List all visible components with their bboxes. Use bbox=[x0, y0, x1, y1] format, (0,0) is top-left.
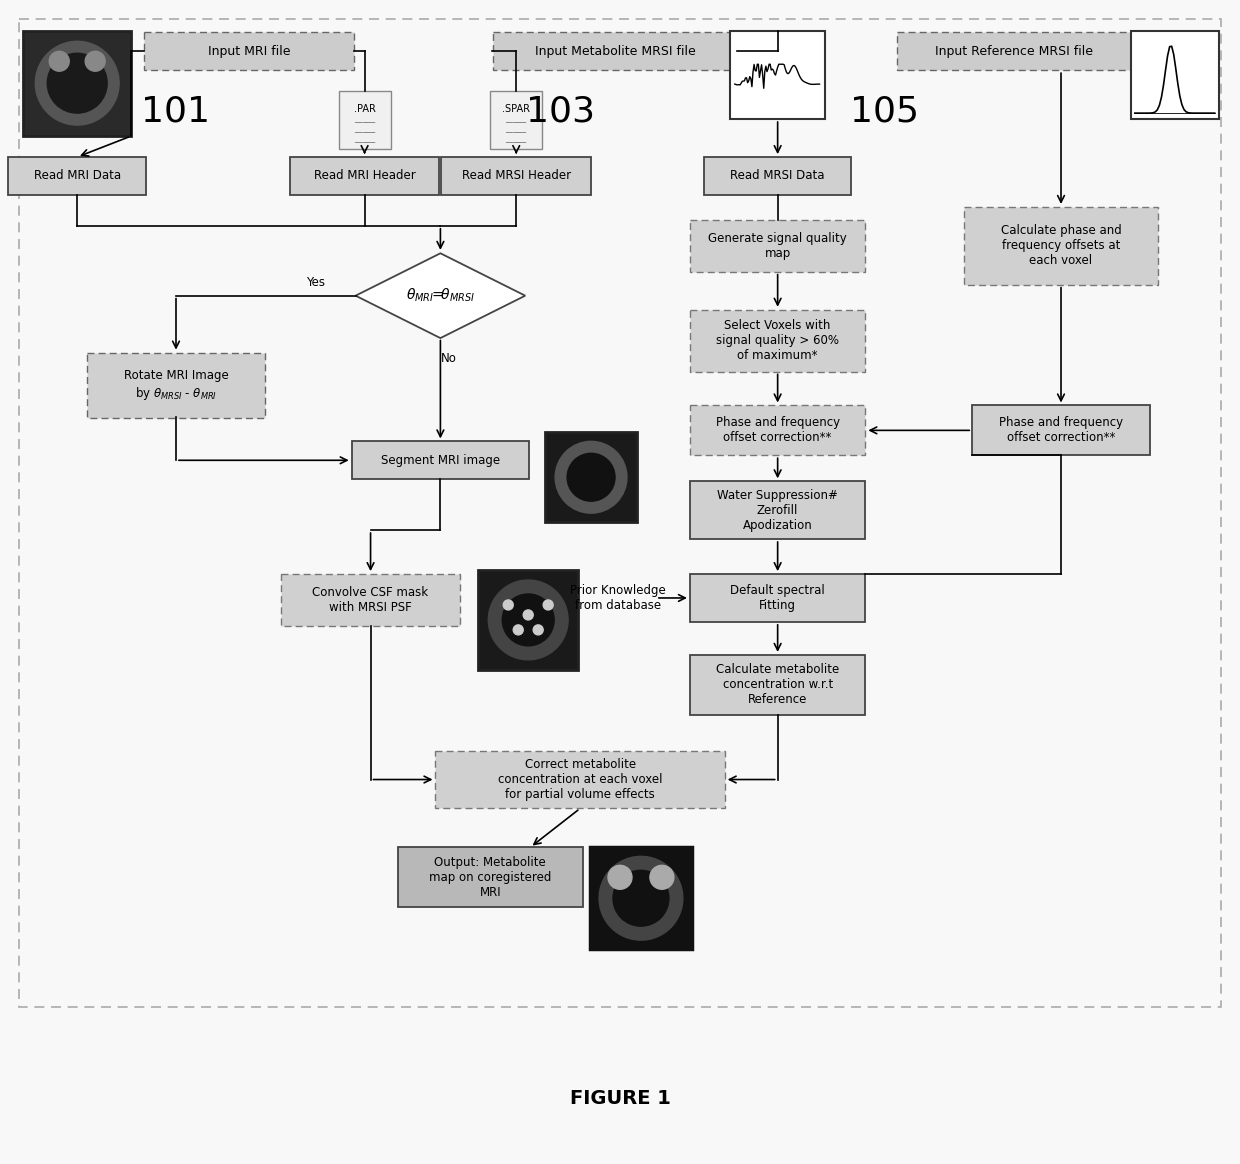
Circle shape bbox=[608, 865, 632, 889]
Text: Read MRSI Data: Read MRSI Data bbox=[730, 170, 825, 183]
Polygon shape bbox=[356, 254, 526, 338]
FancyBboxPatch shape bbox=[691, 220, 866, 271]
FancyBboxPatch shape bbox=[691, 310, 866, 371]
Text: Convolve CSF mask
with MRSI PSF: Convolve CSF mask with MRSI PSF bbox=[312, 585, 429, 613]
Text: Input Metabolite MRSI file: Input Metabolite MRSI file bbox=[534, 44, 696, 58]
Text: 101: 101 bbox=[141, 94, 211, 128]
FancyBboxPatch shape bbox=[963, 207, 1158, 285]
Circle shape bbox=[50, 51, 69, 71]
Text: Rotate MRI Image
by $\theta_{MRSI}$ - $\theta_{MRI}$: Rotate MRI Image by $\theta_{MRSI}$ - $\… bbox=[124, 369, 228, 402]
Text: Correct metabolite
concentration at each voxel
for partial volume effects: Correct metabolite concentration at each… bbox=[497, 758, 662, 801]
Text: Phase and frequency
offset correction**: Phase and frequency offset correction** bbox=[999, 417, 1123, 445]
Text: ─────: ───── bbox=[353, 120, 376, 126]
Text: FIGURE 1: FIGURE 1 bbox=[569, 1090, 671, 1108]
Circle shape bbox=[543, 599, 553, 610]
Circle shape bbox=[489, 580, 568, 660]
Text: Input MRI file: Input MRI file bbox=[207, 44, 290, 58]
Text: ─────: ───── bbox=[506, 130, 527, 136]
FancyBboxPatch shape bbox=[492, 33, 738, 70]
FancyBboxPatch shape bbox=[490, 91, 542, 149]
Text: ─────: ───── bbox=[353, 140, 376, 146]
FancyBboxPatch shape bbox=[730, 31, 825, 119]
FancyBboxPatch shape bbox=[897, 33, 1131, 70]
FancyBboxPatch shape bbox=[280, 574, 460, 626]
Text: ─────: ───── bbox=[506, 140, 527, 146]
FancyBboxPatch shape bbox=[704, 157, 852, 194]
Text: Generate signal quality
map: Generate signal quality map bbox=[708, 232, 847, 260]
Circle shape bbox=[613, 871, 668, 927]
Text: Read MRSI Header: Read MRSI Header bbox=[461, 170, 570, 183]
FancyBboxPatch shape bbox=[398, 847, 583, 907]
FancyBboxPatch shape bbox=[435, 751, 724, 809]
FancyBboxPatch shape bbox=[20, 20, 1220, 1007]
FancyBboxPatch shape bbox=[479, 570, 578, 669]
Circle shape bbox=[47, 54, 107, 113]
Text: 105: 105 bbox=[849, 94, 919, 128]
FancyBboxPatch shape bbox=[339, 91, 391, 149]
Circle shape bbox=[86, 51, 105, 71]
FancyBboxPatch shape bbox=[87, 353, 265, 418]
Text: Select Voxels with
signal quality > 60%
of maximum*: Select Voxels with signal quality > 60% … bbox=[717, 319, 839, 362]
Text: .SPAR: .SPAR bbox=[502, 104, 531, 114]
Circle shape bbox=[650, 865, 673, 889]
Circle shape bbox=[599, 857, 683, 941]
Circle shape bbox=[523, 610, 533, 620]
Text: Calculate metabolite
concentration w.r.t
Reference: Calculate metabolite concentration w.r.t… bbox=[715, 663, 839, 707]
FancyBboxPatch shape bbox=[691, 574, 866, 622]
FancyBboxPatch shape bbox=[691, 481, 866, 539]
Circle shape bbox=[502, 594, 554, 646]
Text: Prior Knowledge
from database: Prior Knowledge from database bbox=[570, 584, 666, 612]
Text: Input Reference MRSI file: Input Reference MRSI file bbox=[935, 44, 1094, 58]
FancyBboxPatch shape bbox=[144, 33, 353, 70]
Circle shape bbox=[556, 441, 627, 513]
Text: .PAR: .PAR bbox=[353, 104, 376, 114]
FancyBboxPatch shape bbox=[972, 405, 1149, 455]
FancyBboxPatch shape bbox=[9, 157, 146, 194]
FancyBboxPatch shape bbox=[1131, 31, 1219, 119]
Text: Calculate phase and
frequency offsets at
each voxel: Calculate phase and frequency offsets at… bbox=[1001, 225, 1121, 268]
Text: Default spectral
Fitting: Default spectral Fitting bbox=[730, 584, 825, 612]
Text: Phase and frequency
offset correction**: Phase and frequency offset correction** bbox=[715, 417, 839, 445]
Circle shape bbox=[35, 41, 119, 125]
FancyBboxPatch shape bbox=[441, 157, 591, 194]
FancyBboxPatch shape bbox=[590, 847, 692, 949]
Text: Read MRI Header: Read MRI Header bbox=[314, 170, 415, 183]
Text: Segment MRI image: Segment MRI image bbox=[381, 454, 500, 467]
Circle shape bbox=[533, 625, 543, 634]
Text: ─────: ───── bbox=[506, 120, 527, 126]
Text: ─────: ───── bbox=[353, 130, 376, 136]
FancyBboxPatch shape bbox=[691, 655, 866, 715]
Text: $\theta_{MRI}\!\!=\!\!\theta_{MRSI}$: $\theta_{MRI}\!\!=\!\!\theta_{MRSI}$ bbox=[405, 288, 475, 304]
Text: 103: 103 bbox=[526, 94, 595, 128]
Circle shape bbox=[513, 625, 523, 634]
FancyBboxPatch shape bbox=[24, 31, 131, 136]
FancyBboxPatch shape bbox=[290, 157, 439, 194]
FancyBboxPatch shape bbox=[691, 405, 866, 455]
Text: Yes: Yes bbox=[306, 276, 325, 289]
Text: Output: Metabolite
map on coregistered
MRI: Output: Metabolite map on coregistered M… bbox=[429, 856, 552, 899]
FancyBboxPatch shape bbox=[546, 432, 637, 523]
Circle shape bbox=[567, 453, 615, 502]
Text: No: No bbox=[440, 352, 456, 365]
Circle shape bbox=[503, 599, 513, 610]
FancyBboxPatch shape bbox=[352, 441, 529, 480]
Text: Read MRI Data: Read MRI Data bbox=[33, 170, 120, 183]
Text: Water Suppression#
Zerofill
Apodization: Water Suppression# Zerofill Apodization bbox=[717, 489, 838, 532]
